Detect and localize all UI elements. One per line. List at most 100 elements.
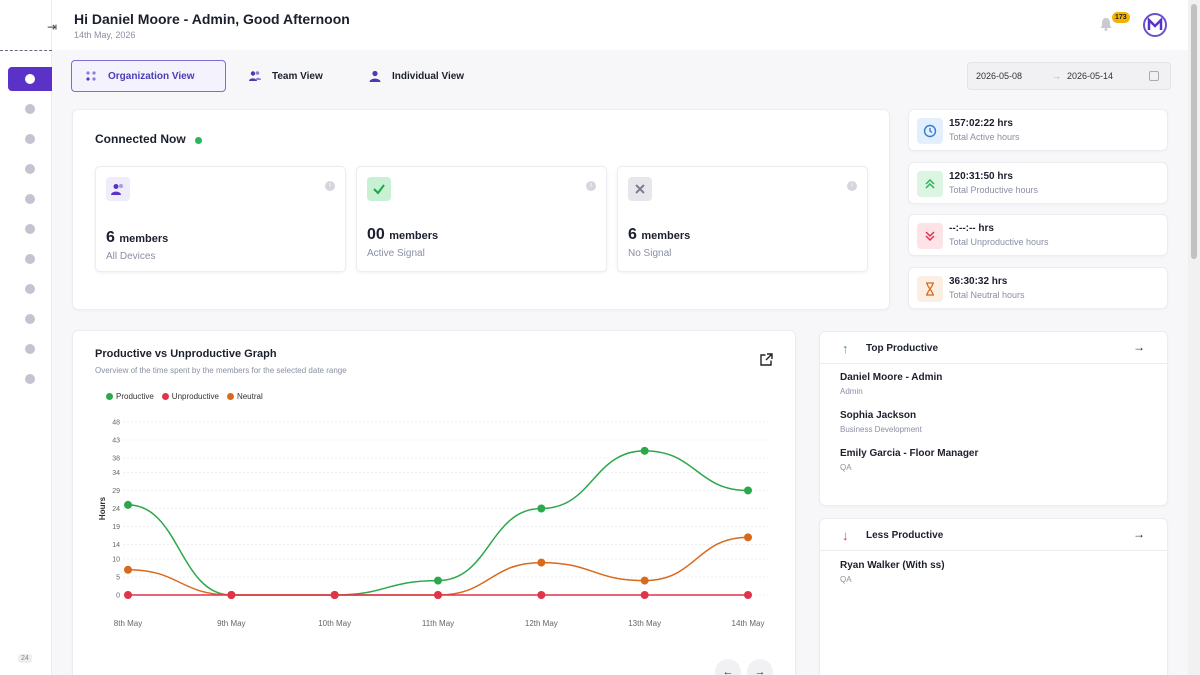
member-role: QA <box>840 463 852 472</box>
sidebar-divider <box>0 50 52 51</box>
arrow-right-icon[interactable]: → <box>1133 527 1145 541</box>
y-tick-label: 14 <box>112 542 120 549</box>
total-unproductive-hours-card: --:--:-- hrs Total Unproductive hours <box>908 214 1168 256</box>
connected-now-card: Connected Now i 6 members All Devices i … <box>72 109 890 310</box>
productivity-graph-card: Productive vs Unproductive Graph Overvie… <box>72 330 796 675</box>
series-line-neutral <box>127 536 749 596</box>
legend-dot <box>226 393 234 400</box>
active-signal-card[interactable]: i 00 members Active Signal <box>356 166 607 272</box>
legend-item[interactable]: Unproductive <box>161 392 219 401</box>
legend-label: Neutral <box>236 392 263 401</box>
header: Hi Daniel Moore - Admin, Good Afternoon … <box>52 0 1188 50</box>
date-to[interactable]: 2026-05-14 <box>1067 71 1114 81</box>
prev-page-button[interactable]: ← <box>715 659 741 675</box>
legend-label: Unproductive <box>171 392 219 401</box>
sidebar-item-5[interactable] <box>8 187 52 211</box>
bell-icon[interactable] <box>1098 16 1114 32</box>
no-signal-card[interactable]: i 6 members No Signal <box>617 166 868 272</box>
y-axis-label: Hours <box>98 496 107 520</box>
member-card-label: All Devices <box>106 251 156 262</box>
x-tick-label: 14th May <box>732 619 765 628</box>
nav-icon <box>25 374 35 384</box>
member-role: Admin <box>840 387 863 396</box>
brand-logo-icon[interactable] <box>1142 12 1168 38</box>
sidebar: 24 <box>0 0 52 675</box>
info-icon[interactable]: i <box>847 181 857 191</box>
data-point <box>434 576 442 585</box>
page-scrollbar[interactable] <box>1188 0 1200 675</box>
member-count: 6 members <box>106 229 169 246</box>
sidebar-item-dashboard[interactable] <box>8 67 52 91</box>
external-link-icon[interactable] <box>759 352 774 367</box>
member-count: 00 members <box>367 226 439 243</box>
tab-label: Organization View <box>108 70 195 82</box>
data-point <box>124 500 132 509</box>
all-devices-card[interactable]: i 6 members All Devices <box>95 166 346 272</box>
x-tick-label: 9th May <box>217 619 245 628</box>
list-item[interactable]: Emily Garcia - Floor Manager QA <box>840 448 978 472</box>
total-active-hours-card: 157:02:22 hrs Total Active hours <box>908 109 1168 151</box>
total-neutral-hours-card: 36:30:32 hrs Total Neutral hours <box>908 267 1168 309</box>
sidebar-item-8[interactable] <box>8 277 52 301</box>
devices-icon <box>106 177 130 201</box>
sidebar-item-10[interactable] <box>8 337 52 361</box>
data-point <box>434 591 442 599</box>
data-point <box>537 591 546 599</box>
double-chevron-down-icon <box>917 223 943 249</box>
info-icon[interactable]: i <box>586 181 596 191</box>
list-item[interactable]: Daniel Moore - Admin Admin <box>840 372 942 396</box>
stat-label: Total Productive hours <box>949 185 1039 195</box>
member-count: 6 members <box>628 226 691 243</box>
tab-organization-view[interactable]: Organization View <box>71 60 226 92</box>
sidebar-item-4[interactable] <box>8 157 52 181</box>
list-item[interactable]: Sophia Jackson Business Development <box>840 410 922 434</box>
nav-icon <box>25 104 35 114</box>
line-chart: 0 5 10 14 19 24 29 34 38 43 48 Hours 8th May 9th May 1… <box>98 420 768 628</box>
arrow-right-icon[interactable]: → <box>1133 340 1145 354</box>
x-tick-label: 13th May <box>628 619 661 628</box>
data-point <box>330 591 339 599</box>
stat-value: --:--:-- hrs <box>949 223 994 234</box>
sidebar-item-2[interactable] <box>8 97 52 121</box>
nav-icon <box>25 254 35 264</box>
tab-individual-view[interactable]: Individual View <box>356 60 476 92</box>
legend-item[interactable]: Neutral <box>226 392 263 401</box>
sidebar-item-6[interactable] <box>8 217 52 241</box>
x-tick-label: 12th May <box>525 619 558 628</box>
sidebar-item-3[interactable] <box>8 127 52 151</box>
scrollbar-thumb[interactable] <box>1191 4 1197 259</box>
calendar-icon[interactable] <box>1149 71 1159 81</box>
member-name: Emily Garcia - Floor Manager <box>840 448 979 459</box>
nav-icon <box>25 194 35 204</box>
sidebar-item-11[interactable] <box>8 367 52 391</box>
info-icon[interactable]: i <box>325 181 335 191</box>
stat-value: 157:02:22 hrs <box>949 118 1013 129</box>
nav-icon <box>25 224 35 234</box>
graph-subtitle: Overview of the time spent by the member… <box>95 366 347 375</box>
data-point <box>640 446 649 455</box>
sidebar-item-9[interactable] <box>8 307 52 331</box>
x-tick-label: 11th May <box>422 619 454 628</box>
nav-icon <box>25 284 35 294</box>
dashboard-icon <box>25 74 35 84</box>
notification-badge: 173 <box>1112 12 1130 23</box>
x-tick-label: 10th May <box>318 619 351 628</box>
collapse-sidebar-icon[interactable]: ⇥ <box>46 20 58 34</box>
legend-dot <box>161 393 169 400</box>
top-productive-title: Top Productive <box>866 343 939 354</box>
legend-item[interactable]: Productive <box>106 392 154 401</box>
nav-icon <box>25 164 35 174</box>
list-item[interactable]: Ryan Walker (With ss) QA <box>840 560 945 584</box>
next-page-button[interactable]: → <box>747 659 773 675</box>
tab-team-view[interactable]: Team View <box>236 60 335 92</box>
sidebar-item-7[interactable] <box>8 247 52 271</box>
date-from[interactable]: 2026-05-08 <box>976 71 1023 81</box>
date-range-picker[interactable]: 2026-05-08 → 2026-05-14 <box>967 62 1171 90</box>
member-name: Daniel Moore - Admin <box>840 372 943 383</box>
x-tick-label: 8th May <box>114 619 142 628</box>
data-point <box>124 591 132 599</box>
current-date: 14th May, 2026 <box>74 30 136 40</box>
top-productive-card: ↑ Top Productive → Daniel Moore - Admin … <box>819 331 1168 506</box>
stat-label: Total Active hours <box>949 132 1020 142</box>
data-point <box>744 486 752 495</box>
